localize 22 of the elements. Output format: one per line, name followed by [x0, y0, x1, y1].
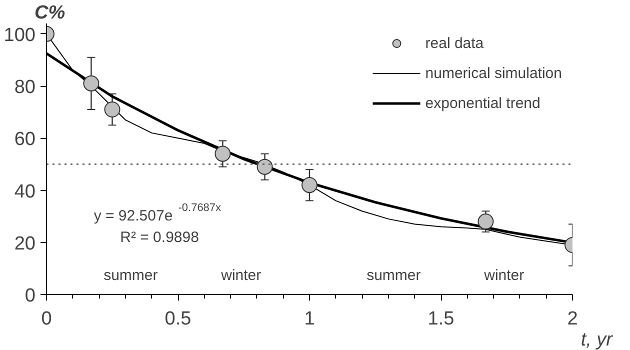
x-tick-label: 1: [304, 308, 315, 330]
legend-label: exponential trend: [425, 94, 540, 112]
annotation: R² = 0.9898: [120, 229, 199, 246]
x-tick-label: 0.5: [164, 308, 192, 330]
annotation: y = 92.507e-0.7687x: [94, 202, 222, 224]
x-tick-label: 1.5: [428, 308, 454, 330]
legend-label: numerical simulation: [425, 64, 562, 82]
annotation: winter: [220, 267, 262, 284]
annotation: winter: [483, 267, 524, 284]
y-tick-label: 100: [4, 24, 36, 46]
legend-label: real data: [425, 34, 484, 52]
x-axis-title: t, yr: [580, 330, 614, 350]
y-tick-label: 0: [24, 286, 36, 306]
y-tick-label: 40: [14, 181, 36, 202]
y-tick-label: 60: [14, 129, 36, 150]
annotation: summer: [366, 267, 421, 284]
y-tick-label: 20: [14, 233, 36, 254]
y-tick-label: 80: [14, 77, 36, 98]
y-axis-title: C%: [34, 2, 66, 24]
x-tick-label: 2: [567, 308, 578, 330]
x-tick-label: 0: [41, 308, 52, 330]
annotation: summer: [104, 267, 158, 284]
